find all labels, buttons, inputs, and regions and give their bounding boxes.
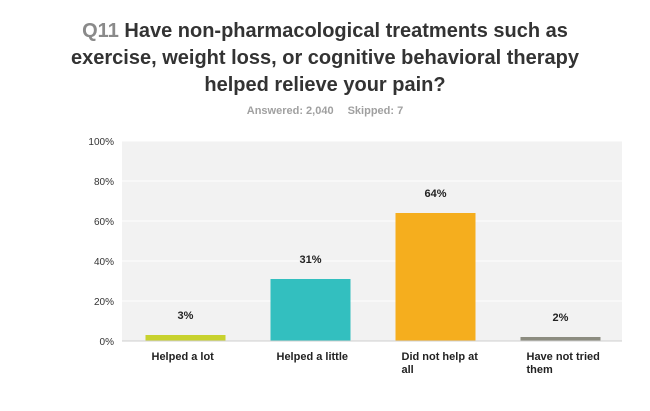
data-label: 64% [424,188,446,200]
x-category-label: Have not tried them [526,351,600,376]
x-category-label: Helped a little [276,351,349,363]
chart-title: Q11 Have non-pharmacological treatments … [60,18,590,99]
y-tick-label: 20% [94,297,114,308]
bar [270,279,351,341]
response-summary: Answered: 2,040 Skipped: 7 [0,105,650,117]
plot-area [122,141,622,341]
data-label: 31% [299,254,321,266]
y-tick-label: 80% [94,177,114,188]
x-category-label: Helped a lot [151,351,214,363]
question-text: Have non-pharmacological treatments such… [71,20,579,96]
bar [395,213,476,341]
y-tick-label: 100% [88,137,114,148]
answered-count: Answered: 2,040 [246,105,334,117]
bar [145,335,226,341]
x-category-label: Did not help at all [401,351,478,376]
y-tick-label: 40% [94,257,114,268]
bar [520,337,601,341]
data-label: 2% [553,312,569,324]
question-number: Q11 [82,20,119,42]
y-tick-label: 60% [94,217,114,228]
skipped-count: Skipped: 7 [347,105,404,117]
data-label: 3% [178,310,194,322]
y-tick-label: 0% [100,337,115,348]
